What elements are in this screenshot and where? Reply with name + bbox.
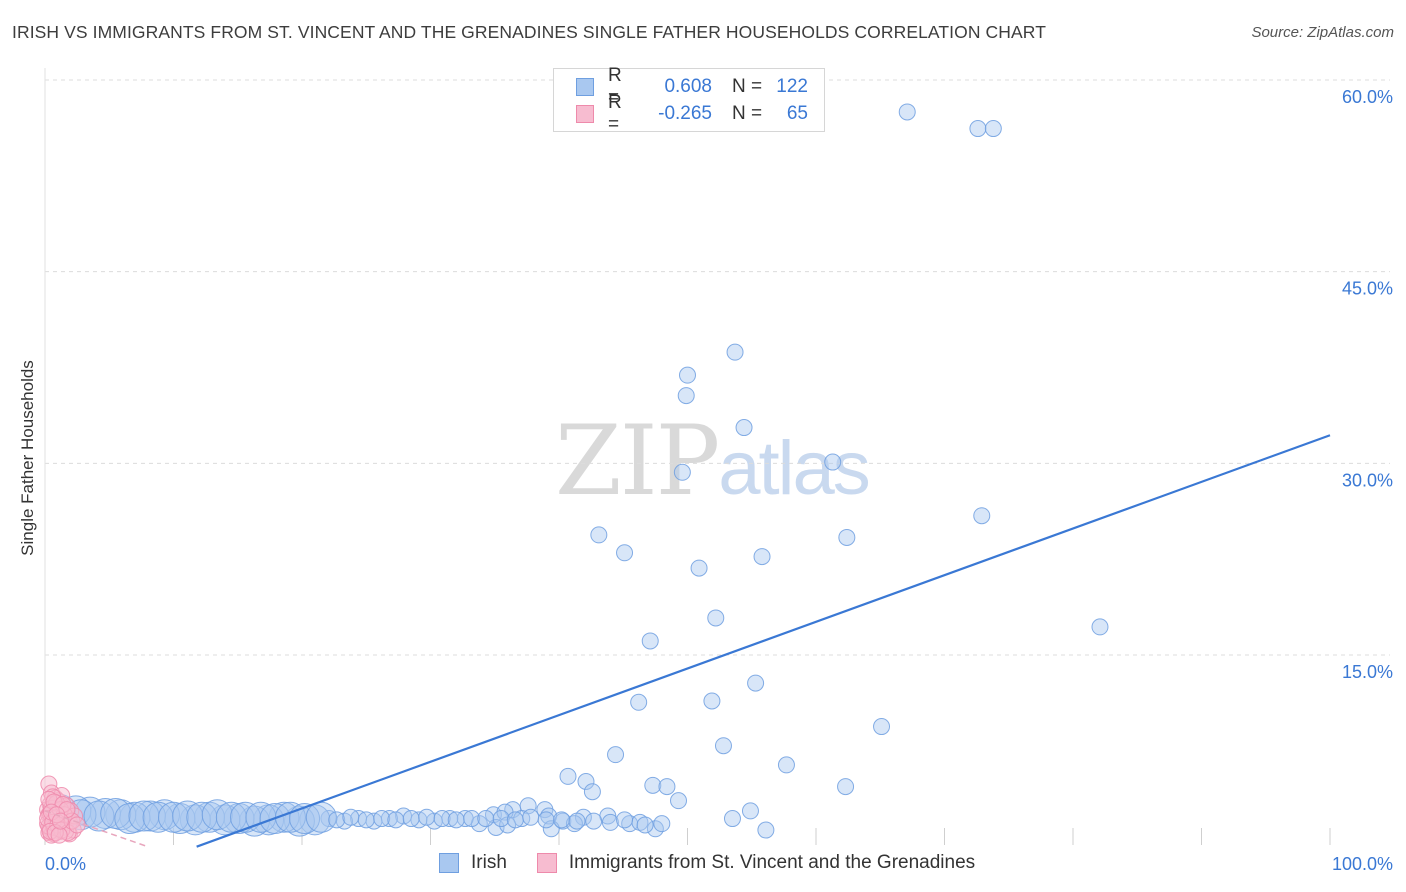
legend-n-label: N = xyxy=(732,76,763,97)
y-tick-label: 45.0% xyxy=(1342,279,1393,299)
data-point-irish xyxy=(506,811,524,829)
source-label: Source: ZipAtlas.com xyxy=(1251,24,1394,41)
legend-r-label: R = xyxy=(608,92,622,135)
y-tick-label: 60.0% xyxy=(1342,87,1393,107)
data-point-irish xyxy=(984,120,1002,138)
data-point-irish xyxy=(328,811,346,829)
data-point-irish xyxy=(707,609,725,627)
data-point-irish xyxy=(690,559,708,577)
data-point-irish xyxy=(616,811,634,829)
data-point-irish xyxy=(513,810,531,828)
data-point-irish xyxy=(447,811,465,829)
data-point-irish xyxy=(714,737,732,755)
data-point-irish xyxy=(673,463,691,481)
data-point-irish xyxy=(553,811,571,829)
data-point-irish xyxy=(677,387,695,405)
data-point-irish xyxy=(653,815,671,833)
data-point-irish xyxy=(522,808,540,826)
chart-title: IRISH VS IMMIGRANTS FROM ST. VINCENT AND… xyxy=(12,22,1047,42)
data-point-irish xyxy=(670,792,688,810)
data-point-irish xyxy=(387,811,405,829)
data-point-irish xyxy=(679,366,696,384)
data-point-irish xyxy=(559,767,577,785)
data-point-irish xyxy=(463,810,481,828)
legend-swatch-irish xyxy=(576,78,594,96)
x-tick-label: 100.0% xyxy=(1332,854,1393,874)
y-tick-label: 15.0% xyxy=(1342,662,1393,682)
data-point-irish xyxy=(114,803,146,835)
data-point-irish xyxy=(777,756,795,774)
data-point-svg xyxy=(50,826,68,844)
data-point-irish xyxy=(568,812,586,830)
data-point-irish xyxy=(636,816,654,834)
data-point-irish xyxy=(1091,618,1109,636)
data-point-irish xyxy=(837,778,855,796)
legend-item-svg[interactable]: Immigrants from St. Vincent and the Gren… xyxy=(536,852,976,874)
data-point-irish xyxy=(630,693,648,711)
data-point-irish xyxy=(418,808,436,826)
trend-line-svg xyxy=(44,810,149,848)
data-point-irish xyxy=(838,528,856,546)
data-point-irish xyxy=(477,810,495,828)
data-point-irish xyxy=(373,810,391,828)
data-point-irish xyxy=(433,810,451,828)
data-point-irish xyxy=(703,692,721,710)
legend-r-label: R = xyxy=(608,65,622,108)
data-point-irish xyxy=(201,799,233,831)
legend-swatch-irish xyxy=(439,853,459,873)
data-point-irish xyxy=(973,507,991,525)
data-point-irish xyxy=(726,343,744,361)
data-point-irish xyxy=(456,810,474,828)
data-point-irish xyxy=(824,453,842,471)
x-tick-label: 0.0% xyxy=(45,854,86,874)
legend-item-irish[interactable]: Irish xyxy=(439,852,507,874)
data-point-svg xyxy=(68,816,86,834)
data-point-irish xyxy=(583,783,601,801)
data-point-irish xyxy=(969,120,987,138)
data-point-svg xyxy=(51,812,69,830)
legend-row-irish: R = 0.608 N = 122 xyxy=(576,65,808,108)
data-point-irish xyxy=(735,419,753,437)
data-point-irish xyxy=(616,544,634,562)
data-point-irish xyxy=(641,632,659,650)
data-point-irish xyxy=(658,778,676,796)
data-point-irish xyxy=(601,813,619,831)
trend-line-irish xyxy=(196,434,1331,848)
data-point-irish xyxy=(644,776,662,794)
data-point-irish xyxy=(723,810,741,828)
data-point-irish xyxy=(607,746,625,764)
y-tick-label: 30.0% xyxy=(1342,470,1393,490)
data-point-irish xyxy=(565,815,583,833)
data-point-irish xyxy=(898,103,916,121)
data-point-irish xyxy=(342,808,360,826)
data-point-irish xyxy=(492,810,510,828)
legend-row-svg: R = -0.265 N = 65 xyxy=(576,92,808,135)
stats-legend: R = 0.608 N = 122 R = -0.265 N = 65 xyxy=(553,65,825,135)
legend-label-svg: Immigrants from St. Vincent and the Gren… xyxy=(568,852,976,873)
data-point-irish xyxy=(741,802,759,820)
data-point-irish xyxy=(747,674,765,692)
legend-n-label: N = xyxy=(732,103,763,124)
data-point-irish xyxy=(402,810,420,828)
data-point-irish xyxy=(577,773,595,790)
data-point-irish xyxy=(757,821,775,839)
data-point-irish xyxy=(585,812,603,830)
data-point-irish xyxy=(357,811,375,829)
data-point-irish xyxy=(537,811,555,829)
legend-n-value: 65 xyxy=(786,103,808,124)
legend-r-value: 0.608 xyxy=(664,76,712,97)
data-point-irish xyxy=(753,548,771,566)
legend-r-value: -0.265 xyxy=(658,103,712,124)
legend-swatch-svg xyxy=(576,105,594,123)
data-point-irish xyxy=(158,801,189,833)
data-point-irish xyxy=(83,800,115,832)
series-legend: Irish Immigrants from St. Vincent and th… xyxy=(439,852,1005,874)
legend-n-value: 122 xyxy=(776,76,808,97)
legend-label-irish: Irish xyxy=(471,852,507,873)
data-point-irish xyxy=(873,718,891,736)
data-point-irish xyxy=(590,526,608,544)
legend-swatch-svg xyxy=(536,853,557,873)
